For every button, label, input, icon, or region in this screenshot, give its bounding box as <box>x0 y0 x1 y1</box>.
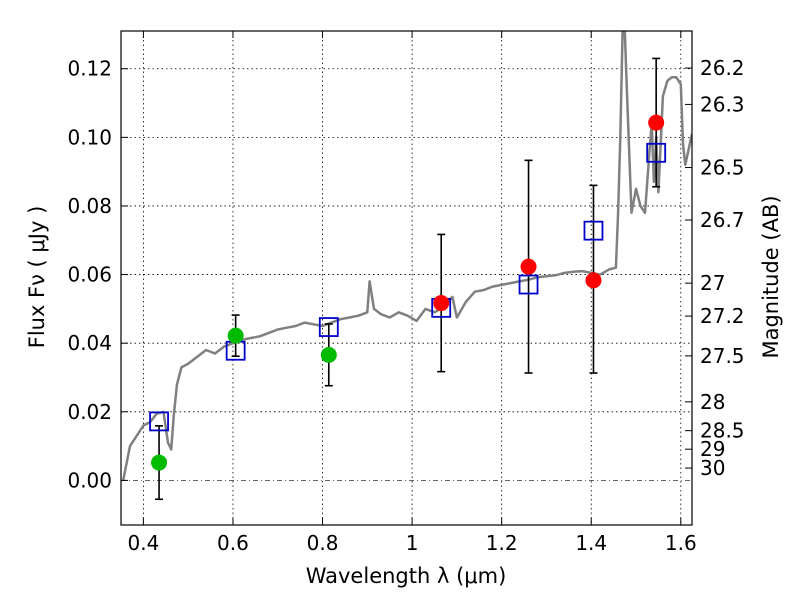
y-tick-label-0: 0.00 <box>67 468 112 492</box>
y-tick-label-1: 0.02 <box>67 400 112 424</box>
mag-tick-label-0: 26.2 <box>700 56 745 80</box>
error-bars <box>155 57 661 501</box>
model-square-0 <box>149 411 169 432</box>
observed-point-1-2 <box>585 272 602 289</box>
x-tick-label-3: 1 <box>406 531 419 555</box>
mag-tick-label-4: 27 <box>700 271 725 295</box>
x-tick-label-5: 1.4 <box>575 531 607 555</box>
mag-tick-label-10: 30 <box>700 456 725 480</box>
y-tick-label-4: 0.08 <box>67 194 112 218</box>
observed-point-0-2 <box>320 346 337 363</box>
y-tick-label-3: 0.06 <box>67 263 112 287</box>
mag-tick-label-6: 27.5 <box>700 344 745 368</box>
x-tick-label-4: 1.2 <box>486 531 518 555</box>
data-points <box>149 114 667 471</box>
mag-tick-label-5: 27.2 <box>700 304 745 328</box>
tick-labels: 0.4 0.6 0.8 1 1.2 1.4 1.6 0.00 0.02 0.04 0.06 0.08 0… <box>67 56 744 555</box>
plot-frame <box>120 30 693 526</box>
mag-tick-label-9: 29 <box>700 437 725 461</box>
x-axis-label: Wavelength λ (μm) <box>306 564 507 588</box>
y-tick-label-6: 0.12 <box>67 57 112 81</box>
x-tick-label-6: 1.6 <box>665 531 697 555</box>
y-axis-right-label: Magnitude (AB) <box>759 195 783 358</box>
observed-point-1-0 <box>433 295 450 312</box>
spectrum-line <box>121 31 692 481</box>
observed-point-0-0 <box>151 454 168 471</box>
mag-tick-label-8: 28.5 <box>700 419 745 443</box>
model-square-5 <box>583 220 604 241</box>
model-spectrum <box>121 31 692 481</box>
y-axis-label: Flux Fν ( μJy ) <box>25 206 49 349</box>
observed-point-1-1 <box>520 258 537 275</box>
observed-point-1-3 <box>648 114 665 131</box>
model-square-2 <box>318 317 339 337</box>
x-tick-label-2: 0.8 <box>307 531 339 555</box>
mag-tick-label-2: 26.5 <box>700 156 745 180</box>
x-tick-label-0: 0.4 <box>127 531 159 555</box>
axes-border <box>120 30 693 526</box>
y-tick-label-5: 0.10 <box>67 125 112 149</box>
model-square-4 <box>518 274 539 295</box>
mag-tick-label-3: 26.7 <box>700 208 745 232</box>
mag-tick-label-7: 28 <box>700 390 725 414</box>
model-square-6 <box>646 142 667 163</box>
x-tick-label-1: 0.6 <box>217 531 249 555</box>
grid-lines <box>121 31 692 525</box>
y-tick-label-2: 0.04 <box>67 331 112 355</box>
mag-tick-label-1: 26.3 <box>700 92 745 116</box>
observed-point-0-1 <box>227 327 244 344</box>
